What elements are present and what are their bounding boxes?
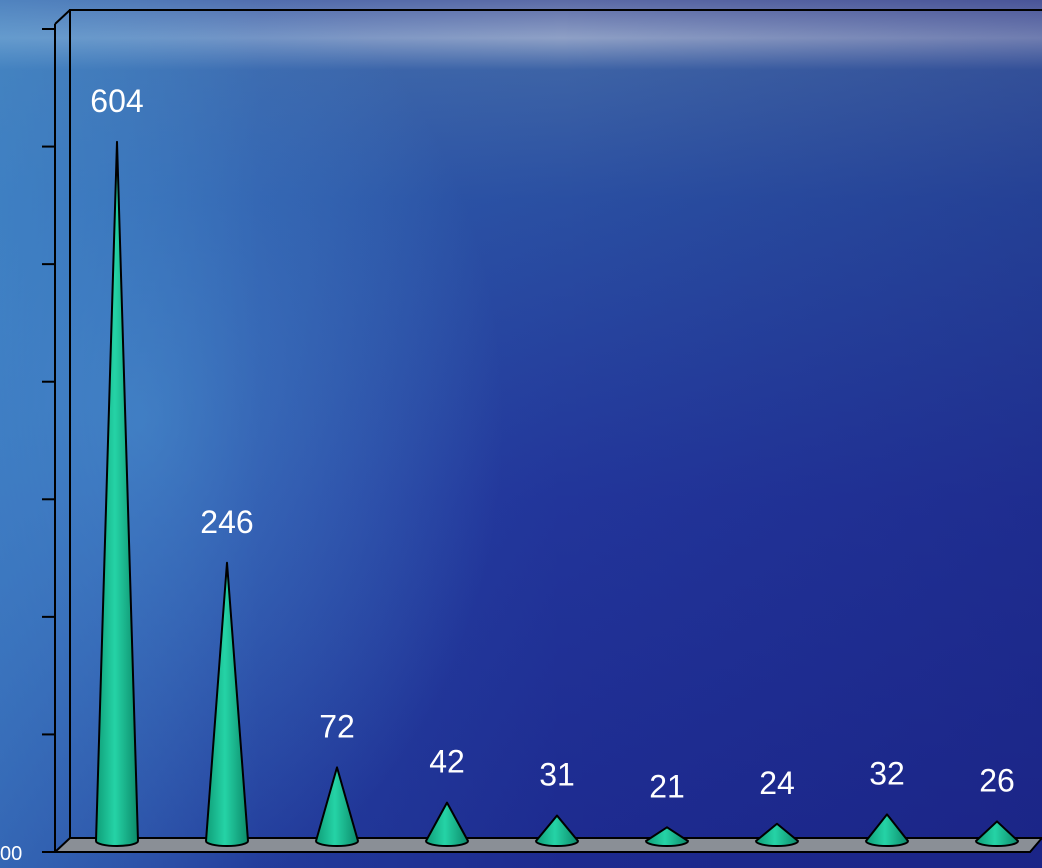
cone-series: [95, 140, 1019, 847]
cone-body-2: [315, 766, 359, 847]
cone-body-6: [755, 822, 799, 847]
data-label-8: 26: [979, 762, 1015, 798]
y-axis-ticks: [42, 28, 55, 853]
cone-body-4: [535, 814, 579, 847]
cone-bar-5: [645, 826, 689, 847]
data-label-5: 21: [649, 768, 685, 804]
data-label-1: 246: [200, 504, 253, 540]
chart-axes: [52, 9, 1042, 853]
cone-bar-0: [95, 140, 139, 847]
data-label-4: 31: [539, 757, 575, 793]
cone-body-7: [865, 813, 909, 847]
data-label-7: 32: [869, 755, 905, 791]
data-label-2: 72: [319, 708, 355, 744]
cone-bar-2: [315, 766, 359, 847]
cone-bar-8: [975, 820, 1019, 847]
cone-body-0: [95, 140, 139, 847]
cone-bar-6: [755, 822, 799, 847]
cone-body-1: [205, 561, 249, 847]
cone-body-3: [425, 801, 469, 847]
data-label-3: 42: [429, 744, 465, 780]
cone-bar-1: [205, 561, 249, 847]
data-label-0: 604: [90, 83, 143, 119]
cone-body-8: [975, 820, 1019, 847]
y-tick-labels: 00: [0, 843, 22, 865]
side-wall-top-edge: [54, 9, 71, 25]
cone-body-5: [645, 826, 689, 847]
data-label-6: 24: [759, 765, 795, 801]
data-labels: 604 246 72 42 31 21 24 32 26: [90, 83, 1014, 804]
cone-bar-4: [535, 814, 579, 847]
y-tick-label-0: 00: [0, 843, 22, 865]
cone-bar-7: [865, 813, 909, 847]
cone-bar-3: [425, 801, 469, 847]
